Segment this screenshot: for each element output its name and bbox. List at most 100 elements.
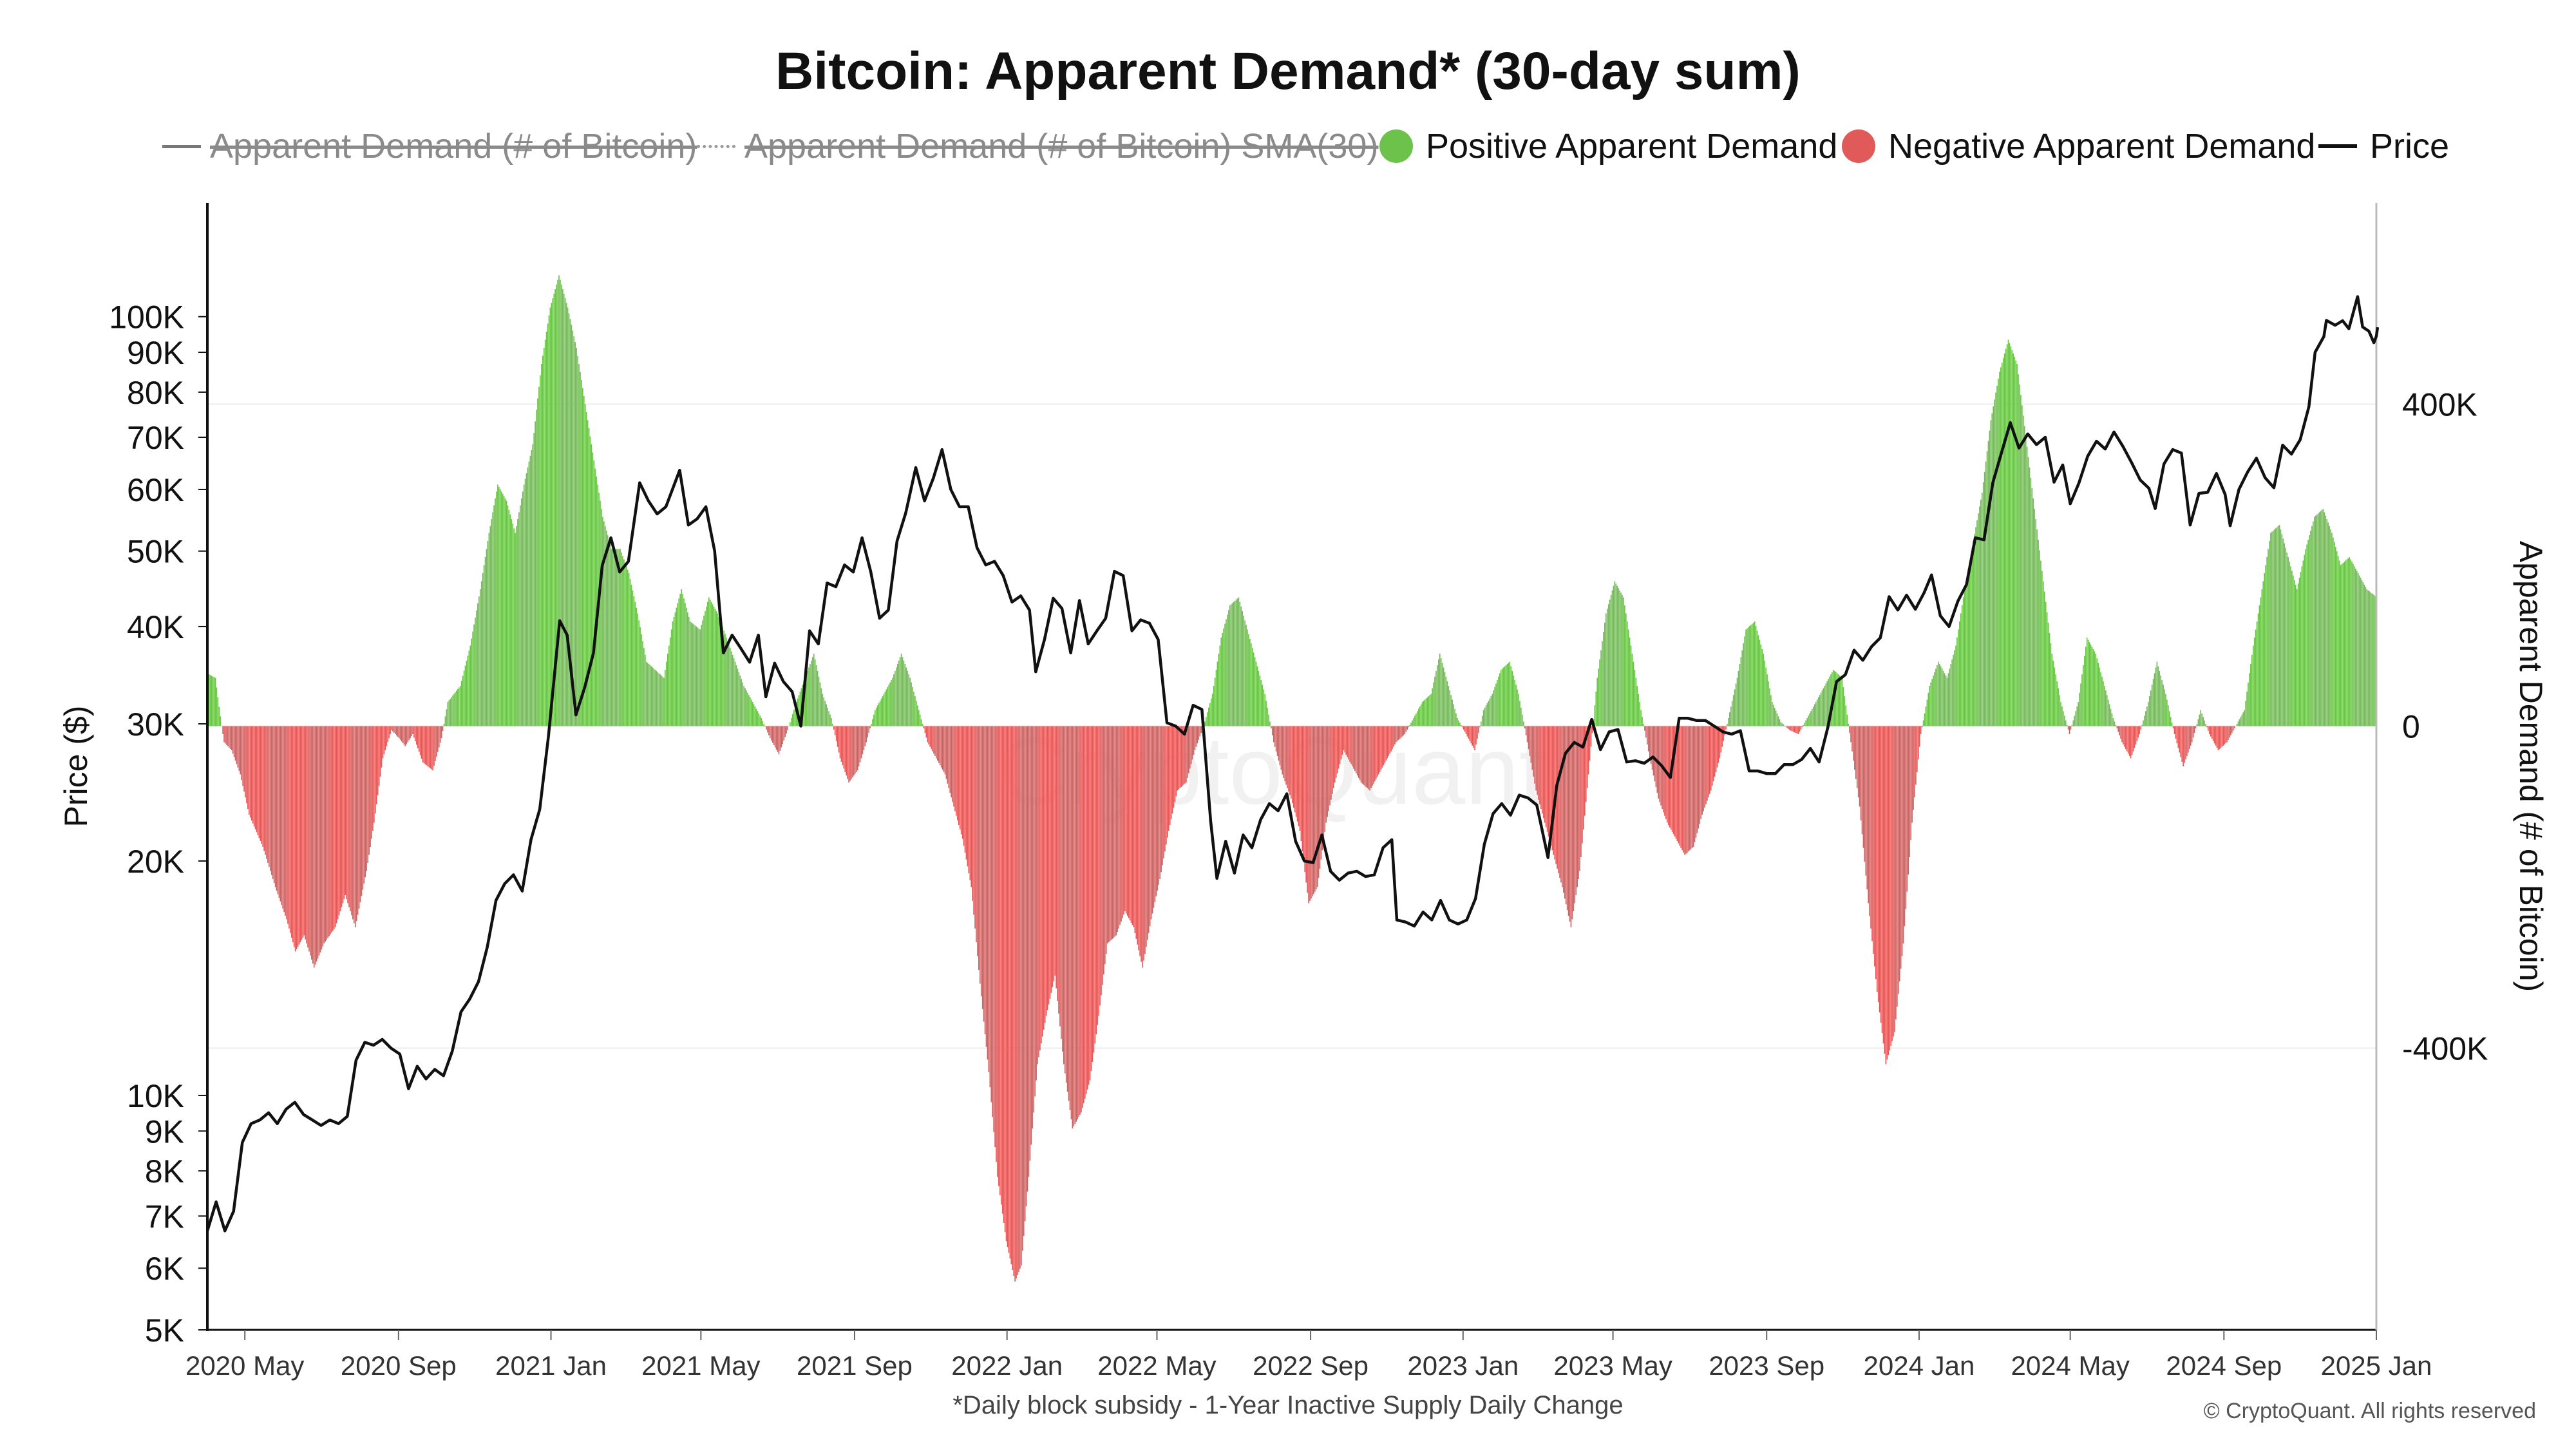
negative-demand-bar	[1474, 726, 1475, 750]
negative-demand-bar	[1406, 726, 1408, 730]
positive-demand-bar	[886, 689, 887, 726]
positive-demand-bar	[2018, 374, 2019, 726]
negative-demand-bar	[1083, 726, 1084, 1104]
positive-demand-bar	[2240, 717, 2242, 726]
positive-demand-bar	[2324, 512, 2325, 726]
negative-demand-bar	[1166, 726, 1167, 845]
positive-demand-bar	[1211, 694, 1213, 726]
positive-demand-bar	[676, 607, 677, 726]
negative-demand-bar	[2139, 726, 2141, 734]
negative-demand-bar	[840, 726, 842, 762]
negative-demand-bar	[1855, 726, 1857, 779]
negative-demand-bar	[1374, 726, 1376, 782]
negative-demand-bar	[1039, 726, 1041, 1051]
positive-demand-bar	[462, 676, 464, 726]
legend-item-positive-demand[interactable]: Positive Apparent Demand	[1379, 124, 1837, 169]
positive-demand-bar	[2302, 560, 2304, 726]
negative-demand-bar	[1284, 726, 1286, 782]
positive-demand-bar	[683, 598, 685, 726]
positive-demand-bar	[1626, 621, 1628, 726]
negative-demand-bar	[241, 726, 243, 781]
positive-demand-bar	[2282, 538, 2284, 726]
negative-demand-bar	[1674, 726, 1676, 837]
negative-demand-bar	[1103, 726, 1104, 975]
positive-demand-bar	[1769, 688, 1770, 726]
negative-demand-bar	[988, 726, 990, 1072]
negative-demand-bar	[1367, 726, 1368, 788]
positive-demand-bar	[1421, 702, 1423, 726]
positive-demand-bar	[2086, 638, 2088, 726]
positive-demand-bar	[1809, 713, 1810, 726]
negative-demand-bar	[1911, 726, 1913, 823]
positive-demand-bar	[451, 697, 452, 726]
positive-demand-bar	[614, 549, 616, 726]
negative-demand-bar	[303, 726, 305, 936]
negative-demand-bar	[1175, 726, 1177, 797]
negative-demand-bar	[1041, 726, 1043, 1037]
negative-demand-bar	[1868, 726, 1870, 904]
positive-demand-bar	[1594, 705, 1596, 726]
negative-demand-bar	[348, 726, 350, 907]
positive-demand-bar	[1937, 665, 1938, 726]
negative-demand-bar	[961, 726, 963, 839]
negative-demand-bar	[1370, 726, 1372, 788]
negative-demand-bar	[1338, 726, 1340, 769]
legend-item-price[interactable]: Price	[2318, 124, 2449, 169]
negative-demand-bar	[403, 726, 405, 745]
positive-demand-bar	[2322, 509, 2324, 726]
legend-item-apparent-demand-sma[interactable]: Apparent Demand (# of Bitcoin) SMA(30)	[697, 124, 1378, 169]
positive-demand-bar	[1842, 687, 1844, 726]
negative-demand-bar	[1874, 726, 1875, 967]
positive-demand-bar	[2202, 717, 2204, 726]
negative-demand-bar	[1880, 726, 1882, 1023]
legend-item-apparent-demand[interactable]: Apparent Demand (# of Bitcoin)	[162, 124, 697, 169]
positive-demand-bar	[2341, 564, 2343, 726]
positive-demand-bar	[1514, 680, 1515, 726]
positive-demand-bar	[1752, 622, 1754, 726]
positive-demand-bar	[2041, 571, 2043, 726]
negative-demand-bar	[1005, 726, 1007, 1242]
negative-demand-bar	[308, 726, 310, 952]
positive-demand-bar	[2354, 566, 2355, 726]
positive-demand-bar	[2032, 498, 2034, 726]
positive-demand-bar	[549, 307, 551, 726]
positive-demand-bar	[1973, 541, 1974, 726]
positive-demand-bar	[761, 718, 762, 726]
negative-demand-bar	[1168, 726, 1170, 831]
negative-demand-bar	[1539, 726, 1540, 804]
legend-item-negative-demand[interactable]: Negative Apparent Demand	[1842, 124, 2315, 169]
positive-demand-bar	[2025, 436, 2027, 726]
negative-demand-bar	[404, 726, 406, 746]
positive-demand-bar	[647, 663, 649, 726]
negative-demand-bar	[956, 726, 957, 816]
positive-demand-bar	[1484, 707, 1486, 726]
negative-demand-bar	[398, 726, 400, 739]
y-left-tick-label: 8K	[145, 1153, 184, 1189]
negative-demand-bar	[1862, 726, 1864, 848]
positive-demand-bar	[2016, 364, 2018, 726]
positive-demand-bar	[1741, 650, 1743, 726]
legend-dotted-swatch	[697, 144, 735, 148]
positive-demand-bar	[799, 691, 801, 726]
legend-label: Negative Apparent Demand	[1888, 127, 2316, 166]
positive-demand-bar	[1819, 695, 1821, 726]
negative-demand-bar	[858, 726, 860, 766]
negative-demand-bar	[1282, 726, 1283, 775]
positive-demand-bar	[637, 613, 639, 726]
negative-demand-bar	[311, 726, 312, 960]
positive-demand-bar	[2103, 681, 2104, 726]
positive-demand-bar	[2031, 488, 2033, 726]
positive-demand-bar	[560, 279, 561, 726]
negative-demand-bar	[1077, 726, 1078, 1120]
negative-demand-bar	[2177, 726, 2179, 748]
negative-demand-bar	[1587, 726, 1589, 775]
negative-demand-bar	[1012, 726, 1014, 1271]
y-left-tick-label: 9K	[145, 1113, 184, 1150]
negative-demand-bar	[245, 726, 246, 798]
negative-demand-bar	[1854, 726, 1855, 770]
positive-demand-bar	[2029, 467, 2031, 726]
positive-demand-bar	[673, 616, 675, 726]
positive-demand-bar	[1258, 670, 1260, 726]
negative-demand-bar	[1563, 726, 1564, 893]
positive-demand-bar	[762, 721, 764, 726]
